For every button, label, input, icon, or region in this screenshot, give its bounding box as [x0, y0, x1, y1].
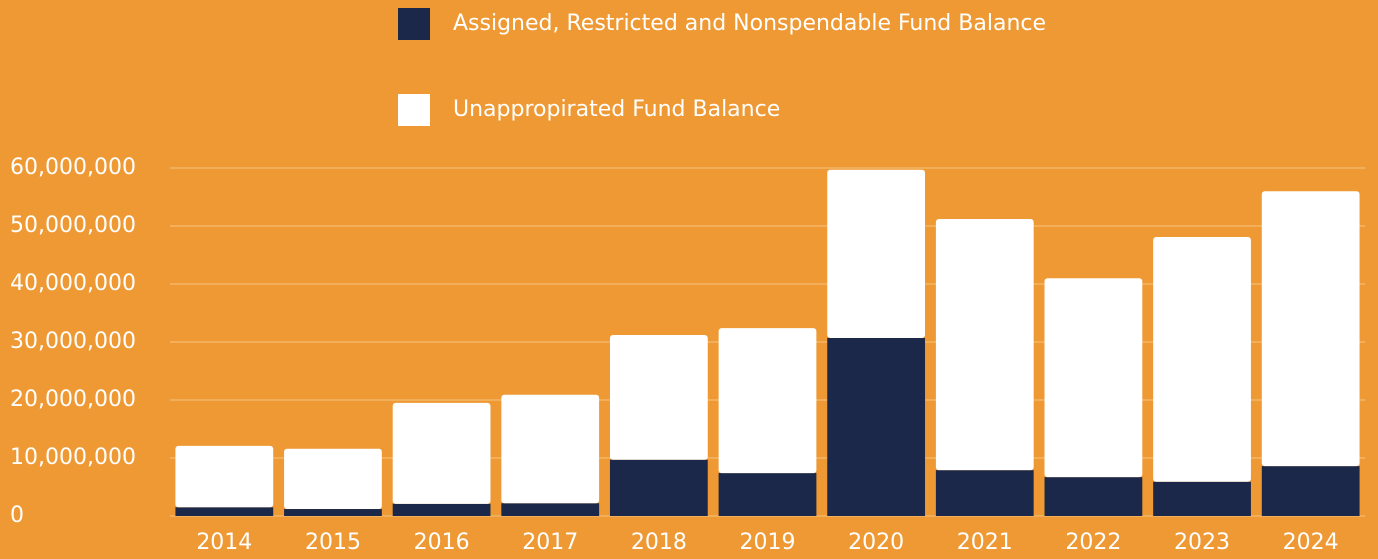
bar-segment	[284, 448, 382, 510]
bar-segment	[1044, 278, 1143, 478]
legend-swatch	[398, 94, 430, 126]
y-tick-label: 40,000,000	[10, 271, 136, 296]
y-tick-label: 30,000,000	[10, 329, 136, 354]
y-tick-label: 0	[10, 503, 24, 528]
x-tick-label: 2021	[957, 530, 1013, 555]
bar-segment	[935, 470, 1034, 516]
bar-segment	[1261, 191, 1360, 467]
y-tick-label: 60,000,000	[10, 155, 136, 180]
bar-segment	[501, 503, 600, 516]
bar-segment	[827, 169, 926, 338]
bar-segment	[718, 328, 817, 474]
x-tick-label: 2017	[522, 530, 578, 555]
legend-label: Unappropirated Fund Balance	[453, 97, 780, 122]
bar-segment	[392, 503, 491, 516]
bar-segment	[1044, 477, 1143, 516]
bar-segment	[935, 219, 1034, 471]
y-tick-label: 50,000,000	[10, 213, 136, 238]
x-tick-label: 2020	[848, 530, 904, 555]
x-tick-label: 2019	[740, 530, 796, 555]
bar-segment	[609, 459, 708, 516]
x-tick-label: 2023	[1174, 530, 1230, 555]
bar-segment	[501, 394, 600, 504]
bar-segment	[284, 509, 382, 516]
legend-label: Assigned, Restricted and Nonspendable Fu…	[453, 11, 1046, 36]
x-tick-label: 2024	[1283, 530, 1339, 555]
bar-segment	[827, 337, 926, 516]
bar-segment	[1261, 466, 1360, 516]
y-tick-label: 20,000,000	[10, 387, 136, 412]
bar-segment	[718, 473, 817, 516]
bar-segment	[175, 507, 274, 516]
bar-segment	[175, 445, 274, 508]
x-tick-label: 2022	[1065, 530, 1121, 555]
bar-segment	[1153, 237, 1251, 482]
x-tick-label: 2018	[631, 530, 687, 555]
bar-segment	[1153, 481, 1251, 516]
x-tick-label: 2014	[196, 530, 252, 555]
y-tick-label: 10,000,000	[10, 445, 136, 470]
legend-swatch	[398, 8, 430, 40]
bar-segment	[392, 402, 491, 504]
x-tick-label: 2016	[414, 530, 470, 555]
bar-segment	[609, 335, 708, 460]
x-tick-label: 2015	[305, 530, 361, 555]
